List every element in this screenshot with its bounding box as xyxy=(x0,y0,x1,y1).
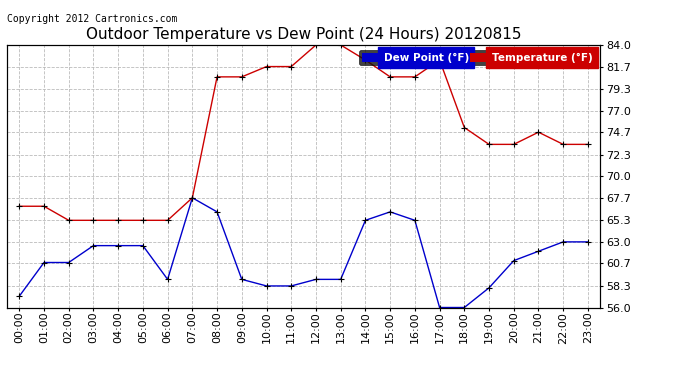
Text: Copyright 2012 Cartronics.com: Copyright 2012 Cartronics.com xyxy=(7,14,177,24)
Title: Outdoor Temperature vs Dew Point (24 Hours) 20120815: Outdoor Temperature vs Dew Point (24 Hou… xyxy=(86,27,522,42)
Legend: Dew Point (°F), Temperature (°F): Dew Point (°F), Temperature (°F) xyxy=(359,50,595,66)
